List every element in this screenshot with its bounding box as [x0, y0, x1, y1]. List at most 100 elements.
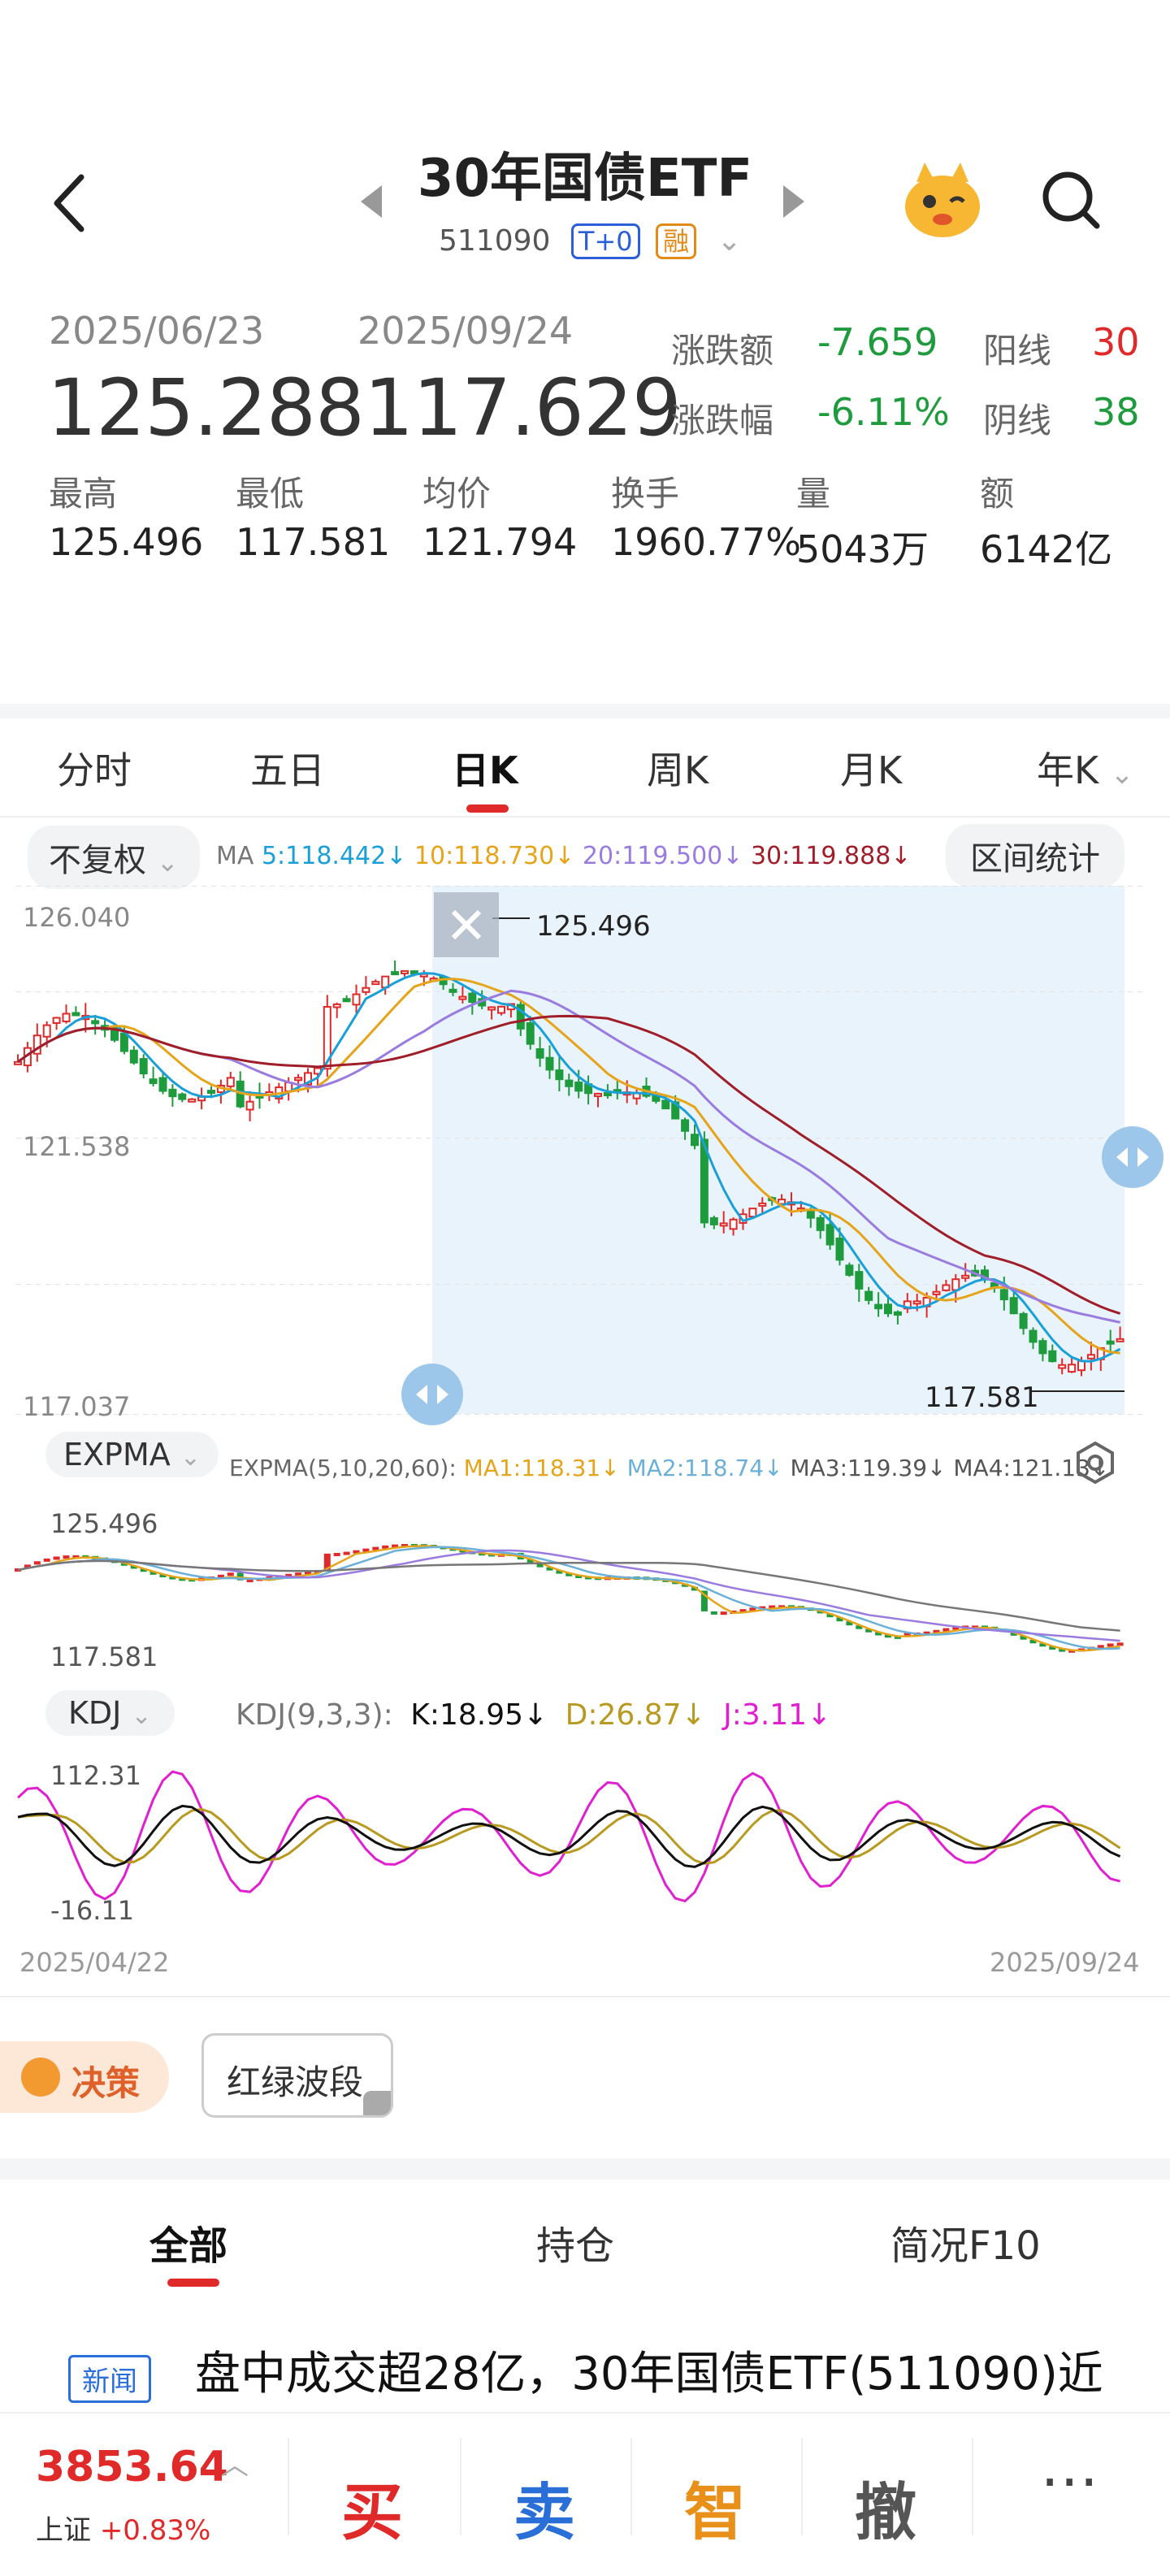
- stat-value: 6142亿: [980, 527, 1113, 571]
- tab-wuri[interactable]: 五日: [250, 748, 325, 792]
- stock-code: 511090: [439, 224, 551, 258]
- expma-candle: [285, 1573, 292, 1577]
- stat-label: 换手: [611, 474, 680, 514]
- candle-body: [545, 1056, 554, 1071]
- yang-count: 30: [1092, 320, 1140, 364]
- change-amount: -7.659: [817, 320, 938, 364]
- buy-button[interactable]: 买: [341, 2476, 403, 2548]
- expma-candle: [710, 1611, 717, 1615]
- candle-body: [168, 1088, 177, 1098]
- tab-holdings[interactable]: 持仓: [536, 2223, 615, 2269]
- yang-label: 阳线: [983, 331, 1052, 371]
- candle-body: [1106, 1340, 1115, 1345]
- candle-body: [32, 1034, 41, 1055]
- tab-all[interactable]: 全部: [150, 2223, 228, 2269]
- expma-candle: [120, 1562, 128, 1566]
- next-stock-icon[interactable]: [782, 184, 808, 223]
- tab-divider: [0, 816, 1170, 817]
- index-change: +0.83%: [99, 2514, 211, 2547]
- candle-body: [1048, 1350, 1057, 1363]
- candle-body: [691, 1134, 699, 1147]
- expma-candle: [295, 1572, 302, 1576]
- news-headline: 盘中成交超28亿，30年国债ETF(511090)近: [195, 2348, 1103, 2400]
- expma-candle: [1029, 1639, 1037, 1644]
- expma-candle: [769, 1605, 776, 1609]
- candle-body: [555, 1069, 564, 1081]
- page-title: 30年国债ETF: [417, 149, 753, 209]
- chevron-down-icon[interactable]: ⌄: [717, 224, 742, 258]
- lock-icon: [363, 2091, 391, 2115]
- candle-body: [72, 1012, 80, 1017]
- candle-body: [526, 1022, 535, 1045]
- candle-body: [681, 1119, 690, 1132]
- expma-candle: [217, 1574, 224, 1578]
- expma-candle: [720, 1611, 727, 1615]
- candle-body: [1068, 1364, 1077, 1373]
- candlestick-chart[interactable]: [0, 886, 1170, 1430]
- candle-body: [14, 1060, 22, 1065]
- expma-candle: [700, 1590, 708, 1611]
- news-tag: 新闻: [68, 2355, 151, 2403]
- candle-body: [709, 1216, 718, 1225]
- change-amount-label: 涨跌额: [671, 331, 774, 371]
- stat-value: 117.581: [236, 520, 391, 564]
- expma-candle: [1049, 1646, 1056, 1650]
- more-icon[interactable]: ⋯: [1040, 2446, 1098, 2514]
- decision-button[interactable]: 决策: [0, 2041, 169, 2113]
- candle-body: [1116, 1338, 1124, 1342]
- expma-candle: [1097, 1645, 1104, 1649]
- kdj-chart[interactable]: [0, 1747, 1170, 1934]
- search-icon[interactable]: [1040, 169, 1102, 234]
- range-stats-button[interactable]: 区间统计: [946, 824, 1124, 887]
- ma-prefix: MA: [216, 842, 254, 870]
- expma-params: EXPMA(5,10,20,60):: [229, 1455, 457, 1481]
- expma-candle: [1020, 1635, 1027, 1640]
- expma-candle: [179, 1577, 186, 1581]
- candle-body: [178, 1093, 187, 1100]
- chevron-up-icon[interactable]: ︿: [221, 2449, 249, 2482]
- close-selection-icon[interactable]: [434, 892, 499, 957]
- expma-chart[interactable]: [0, 1495, 1170, 1682]
- change-pct-label: 涨跌幅: [671, 401, 774, 440]
- tab-niank[interactable]: 年K ⌄: [1037, 741, 1133, 795]
- candle-body: [999, 1289, 1008, 1301]
- prev-stock-icon[interactable]: [358, 184, 384, 223]
- range-start-handle[interactable]: [401, 1364, 463, 1425]
- top-header: 30年国债ETF 511090 T+0 融 ⌄: [0, 0, 1170, 301]
- back-icon[interactable]: [46, 171, 94, 236]
- candle-body: [1038, 1340, 1047, 1355]
- smart-button[interactable]: 智: [684, 2476, 746, 2548]
- mascot-icon[interactable]: [900, 159, 985, 241]
- ma5-line: [17, 972, 1121, 1363]
- cancel-order-button[interactable]: 撤: [855, 2476, 916, 2548]
- tab-zhouk[interactable]: 周K: [647, 748, 709, 792]
- tab-fenshi[interactable]: 分时: [57, 748, 132, 792]
- adjust-select[interactable]: 不复权 ⌄: [28, 826, 200, 889]
- tab-rik[interactable]: 日K: [452, 748, 518, 792]
- chevron-down-icon: ⌄: [180, 1443, 201, 1472]
- tab-profile[interactable]: 简况F10: [890, 2223, 1041, 2269]
- candle-body: [362, 987, 370, 993]
- tab-yuek[interactable]: 月K: [840, 748, 903, 792]
- sell-button[interactable]: 卖: [514, 2476, 575, 2548]
- range-end-handle[interactable]: [1102, 1126, 1164, 1188]
- low-price-label: 117.581: [925, 1381, 1039, 1414]
- expma-candle: [759, 1606, 766, 1610]
- stock-code-row: 511090 T+0 融 ⌄: [439, 221, 742, 259]
- yin-count: 38: [1092, 390, 1140, 434]
- candle-body: [739, 1213, 748, 1224]
- expma-select[interactable]: EXPMA ⌄: [46, 1432, 219, 1477]
- indicator-settings-icon[interactable]: [1072, 1440, 1118, 1489]
- index-value[interactable]: 3853.64: [36, 2443, 228, 2491]
- candle-body: [719, 1222, 728, 1227]
- index-name: 上证: [36, 2514, 91, 2547]
- news-item[interactable]: 新闻 盘中成交超28亿，30年国债ETF(511090)近: [0, 2324, 1170, 2413]
- expma-candle: [575, 1575, 583, 1579]
- separator: [630, 2438, 632, 2535]
- candle-body: [323, 1005, 332, 1070]
- kdj-k-line: [17, 1804, 1121, 1868]
- candle-body: [835, 1238, 844, 1261]
- wave-button[interactable]: 红绿波段: [202, 2033, 393, 2118]
- expma-candle: [150, 1571, 157, 1575]
- kdj-select[interactable]: KDJ ⌄: [46, 1690, 175, 1736]
